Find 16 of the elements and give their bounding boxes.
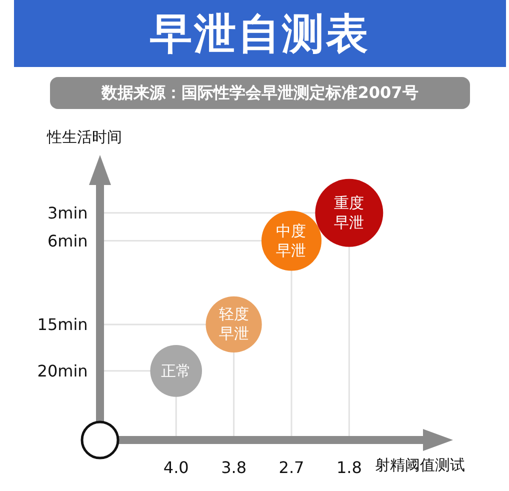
y-tick-label: 20min bbox=[37, 362, 88, 381]
chart-subtitle: 数据来源：国际性学会早泄测定标准2007号 bbox=[50, 77, 470, 109]
y-tick-label: 6min bbox=[47, 231, 88, 250]
x-tick-label: 4.0 bbox=[163, 458, 189, 478]
annotation: 中度早泄 bbox=[276, 222, 306, 260]
x-tick-label: 3.8 bbox=[221, 458, 247, 478]
x-tick-label: 1.8 bbox=[336, 458, 362, 478]
x-axis-title: 射精阈值测试 bbox=[375, 456, 465, 474]
annotation: 轻度早泄 bbox=[219, 305, 249, 342]
y-axis-title: 性生活时间 bbox=[46, 128, 122, 146]
annotation: 正常 bbox=[161, 362, 191, 380]
y-tick-label: 3min bbox=[47, 203, 88, 222]
x-tick-label: 2.7 bbox=[278, 458, 304, 478]
annotation: 重度早泄 bbox=[334, 194, 364, 232]
y-tick-label: 15min bbox=[37, 315, 88, 334]
chart-title: 早泄自测表 bbox=[14, 0, 506, 67]
